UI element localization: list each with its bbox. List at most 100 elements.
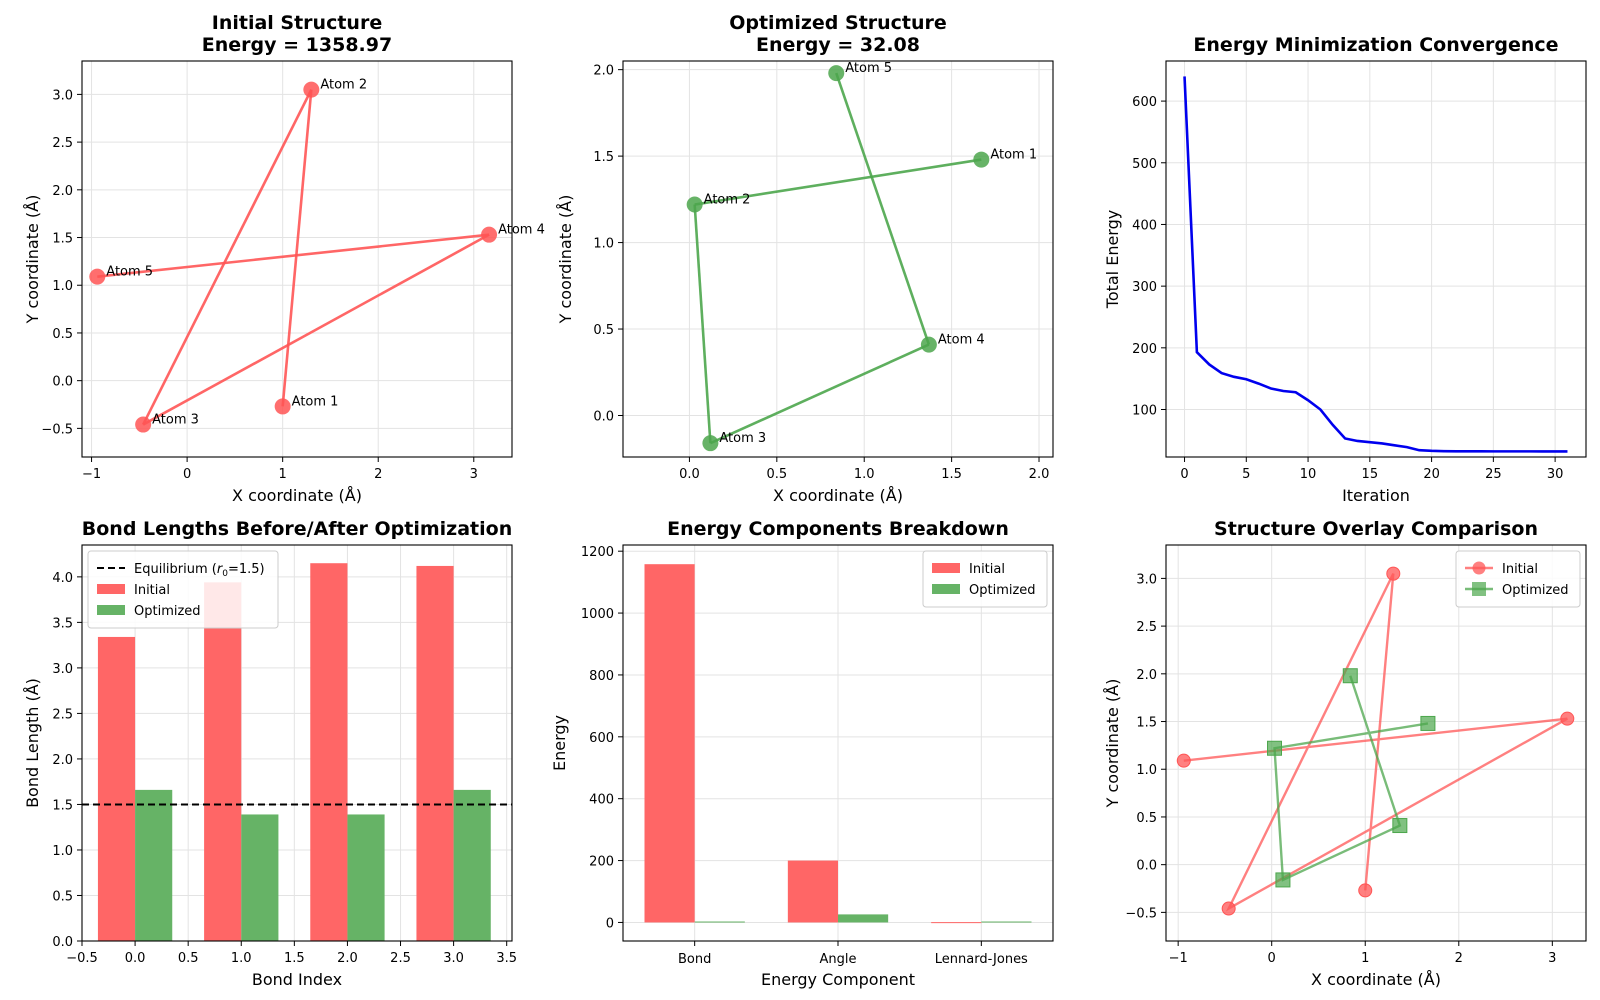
x-axis-label: Bond Index (252, 970, 342, 989)
x-tick-label: 3 (470, 467, 478, 482)
chart-5: Energy Components Breakdown Bond Angle Lenn… (550, 518, 1054, 989)
x-axis-label: Iteration (1342, 486, 1410, 505)
series-marker-optimized (1275, 872, 1291, 888)
legend: Equilibrium (r0=1.5) Initial Optimized (87, 550, 279, 629)
legend: Initial Optimized (1455, 550, 1581, 608)
y-axis-label: Y coordinate (Å) (1103, 679, 1122, 809)
legend-label: Initial (969, 562, 1005, 577)
bar-optimized (135, 789, 173, 941)
x-tick-label: 15 (1362, 467, 1379, 482)
y-tick-label: 2.0 (593, 64, 614, 79)
bond-line (709, 343, 930, 445)
legend-label: Optimized (969, 583, 1036, 598)
y-tick-label: 0.5 (52, 889, 73, 904)
legend-box (922, 550, 1048, 608)
y-tick-label: 0.5 (1136, 811, 1157, 826)
atom-label: Atom 2 (320, 78, 367, 93)
series-marker-optimized (1342, 668, 1358, 684)
x-tick-label: −1 (1169, 951, 1188, 966)
x-tick-label: 0 (1268, 951, 1276, 966)
bar-optimized (241, 814, 279, 941)
bond-line (693, 204, 712, 444)
bond-line (142, 233, 490, 426)
legend-marker (1472, 561, 1486, 575)
chart-4: Bond Lengths Before/After Optimization −0… (23, 518, 517, 989)
axes-frame (1165, 60, 1587, 458)
y-tick-label: 1200 (581, 545, 614, 560)
bar-optimized (453, 789, 491, 941)
legend-marker (1472, 582, 1486, 596)
atom-point (303, 81, 320, 98)
y-tick-label: 0.0 (52, 935, 73, 950)
x-tick-label: 1.0 (854, 467, 875, 482)
legend: Initial Optimized (922, 550, 1048, 608)
x-tick-label: 0.0 (125, 951, 146, 966)
x-tick-label: 3.0 (443, 951, 464, 966)
x-tick-label: −1 (82, 467, 101, 482)
legend-swatch (97, 605, 125, 615)
plot-area (686, 65, 990, 452)
x-tick-label: 0.5 (178, 951, 199, 966)
axes-frame (81, 60, 513, 458)
y-axis-label: Y coordinate (Å) (23, 195, 42, 325)
atom-label: Atom 1 (292, 394, 339, 409)
y-tick-label: 2.0 (52, 184, 73, 199)
y-tick-label: 400 (1132, 218, 1157, 233)
y-tick-label: 0.5 (52, 327, 73, 342)
legend-label-part: Equilibrium ( (134, 562, 217, 577)
legend-label: Equilibrium (r0=1.5) (134, 562, 265, 579)
plot-area (644, 564, 1032, 924)
x-axis-label: X coordinate (Å) (1311, 970, 1441, 989)
series-marker-initial (1386, 566, 1401, 581)
plot-area (1183, 76, 1568, 453)
x-axis-label: Energy Component (761, 970, 915, 989)
y-tick-label: 200 (1132, 342, 1157, 357)
x-tick-label: 1.5 (284, 951, 305, 966)
x-tick-label: 0 (183, 467, 191, 482)
legend-swatch (97, 584, 125, 594)
y-axis-label: Bond Length (Å) (23, 678, 42, 808)
y-tick-label: 0.0 (52, 375, 73, 390)
chart-3: Energy Minimization Convergence 0 5 10 15 20 2… (1103, 34, 1587, 505)
series-marker-optimized (1392, 818, 1408, 834)
atom-label: Atom 3 (152, 413, 199, 428)
y-tick-label: 2.0 (52, 753, 73, 768)
series-marker-initial (1221, 901, 1236, 916)
y-tick-label: 100 (1132, 404, 1157, 419)
atom-label: Atom 1 (990, 148, 1037, 163)
atom-label: Atom 5 (106, 265, 153, 280)
atom-point (274, 398, 291, 415)
x-tick-label: 0.0 (679, 467, 700, 482)
series-line-optimized (1273, 675, 1429, 882)
y-tick-label: 2.0 (1136, 668, 1157, 683)
chart-6: Structure Overlay Comparison −1 0 1 2 3 −0.5 0.… (1103, 518, 1587, 989)
atom-point (973, 151, 990, 168)
x-tick-label: 1.0 (231, 951, 252, 966)
y-tick-label: 2.5 (52, 136, 73, 151)
x-tick-label: 2 (374, 467, 382, 482)
atom-label: Atom 5 (845, 61, 892, 76)
bond-line (97, 233, 490, 278)
bar-initial (644, 564, 695, 923)
x-tick-label: 1 (1361, 951, 1369, 966)
y-tick-label: 1000 (581, 607, 614, 622)
series-marker-initial (1358, 883, 1373, 898)
y-tick-label: 1.5 (52, 232, 73, 247)
y-tick-label: 1.0 (1136, 763, 1157, 778)
y-tick-label: 800 (589, 669, 614, 684)
axes-frame (81, 544, 513, 942)
bar-optimized (347, 814, 385, 941)
y-tick-label: 3.0 (1136, 572, 1157, 587)
y-tick-label: 1.5 (593, 150, 614, 165)
y-tick-label: 2.5 (1136, 620, 1157, 635)
series-marker-optimized (1420, 715, 1436, 731)
bar-initial (787, 860, 838, 923)
bar-initial (97, 636, 136, 941)
x-tick-label: −0.5 (66, 951, 98, 966)
bond-line (835, 72, 931, 346)
y-axis-label: Energy (550, 715, 569, 771)
y-tick-label: 0.0 (593, 409, 614, 424)
